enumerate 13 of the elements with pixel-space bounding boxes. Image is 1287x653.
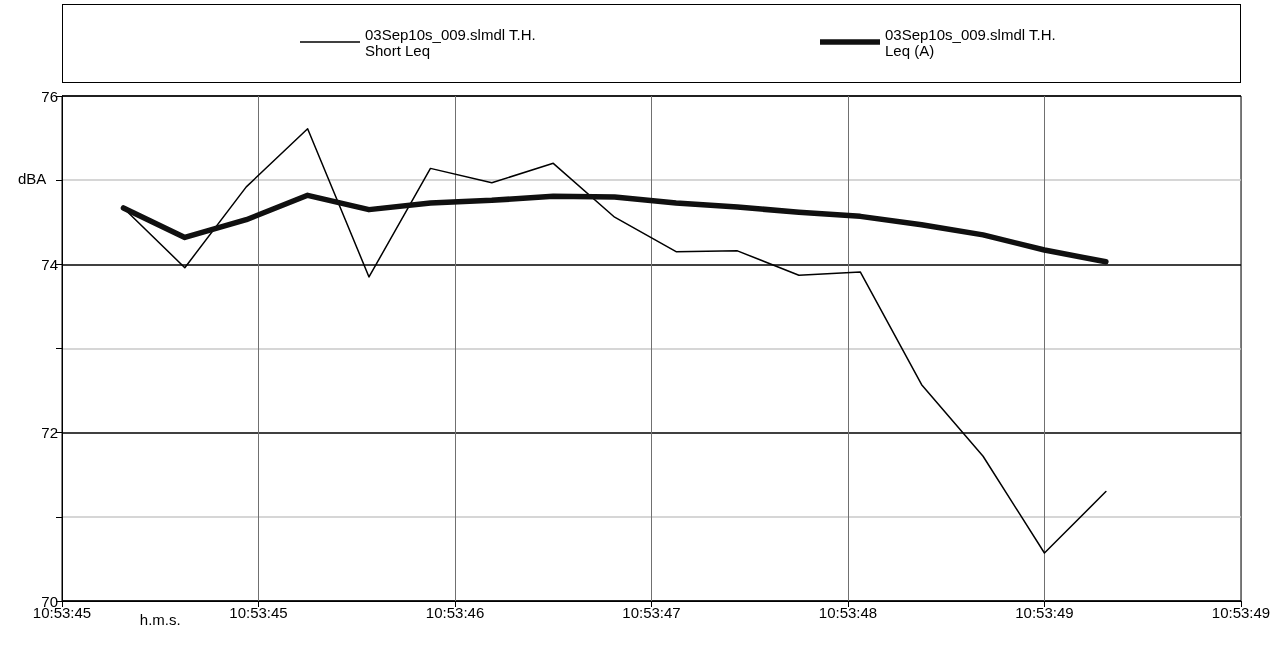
x-tick-label: 10:53:45 bbox=[229, 604, 288, 621]
legend-label: 03Sep10s_009.slmdl T.H. Short Leq bbox=[365, 25, 536, 59]
x-tick-label: 10:53:48 bbox=[818, 604, 878, 621]
y-tick-label: 74 bbox=[41, 255, 58, 273]
x-tick-label: 10:53:46 bbox=[425, 604, 485, 621]
y-tick-label: 72 bbox=[41, 424, 58, 442]
y-axis-title: dBA bbox=[18, 170, 47, 188]
legend-label: 03Sep10s_009.slmdl T.H. Leq (A) bbox=[885, 25, 1056, 59]
x-tick-label: 10:53:49 bbox=[1211, 604, 1271, 621]
x-tick-label: 10:53:49 bbox=[1015, 604, 1074, 621]
x-axis-title: h.m.s. bbox=[139, 611, 181, 628]
y-tick-label: 76 bbox=[41, 87, 58, 105]
x-tick-label: 10:53:47 bbox=[622, 604, 681, 621]
